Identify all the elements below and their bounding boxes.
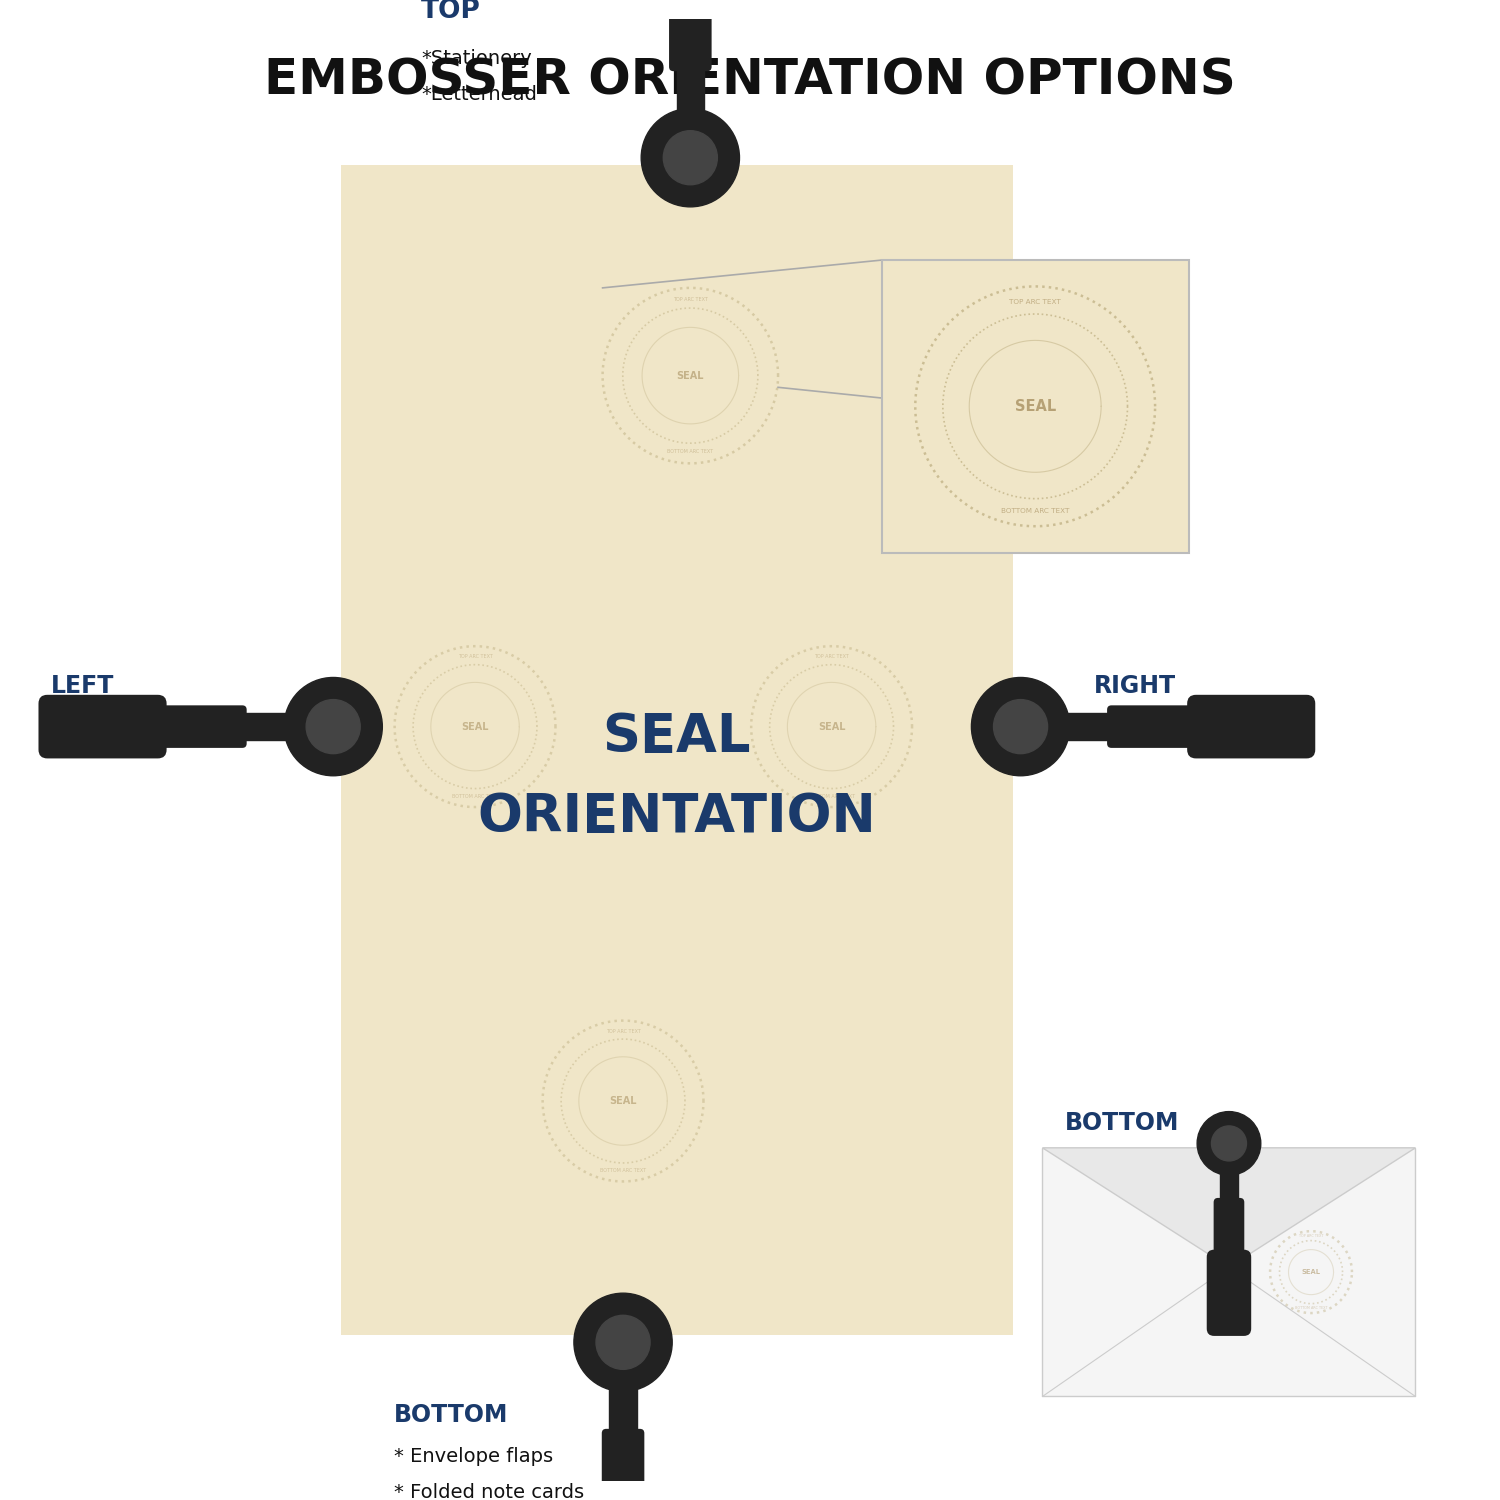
- Text: *Letterhead: *Letterhead: [422, 86, 537, 105]
- Text: SEAL: SEAL: [1014, 399, 1056, 414]
- Text: *Not Common: *Not Common: [51, 724, 189, 744]
- Text: TOP ARC TEXT: TOP ARC TEXT: [815, 654, 849, 658]
- Text: * Book page: * Book page: [1094, 724, 1214, 744]
- Bar: [1050, 712, 1112, 741]
- Bar: [882, 260, 1188, 552]
- Text: RIGHT: RIGHT: [1094, 674, 1176, 698]
- Text: SEAL: SEAL: [462, 722, 489, 732]
- Text: TOP ARC TEXT: TOP ARC TEXT: [1010, 298, 1060, 304]
- Text: BOTTOM ARC TEXT: BOTTOM ARC TEXT: [452, 794, 498, 800]
- Text: TOP ARC TEXT: TOP ARC TEXT: [606, 1029, 640, 1033]
- Text: SEAL: SEAL: [603, 711, 752, 764]
- Circle shape: [972, 678, 1070, 776]
- Text: * Folded note cards: * Folded note cards: [394, 1484, 585, 1500]
- FancyBboxPatch shape: [1206, 1250, 1251, 1336]
- Circle shape: [306, 699, 360, 753]
- FancyBboxPatch shape: [1214, 1198, 1245, 1262]
- Text: BOTTOM: BOTTOM: [1065, 1112, 1179, 1136]
- Text: *Stationery: *Stationery: [422, 50, 532, 68]
- Bar: [609, 1372, 638, 1432]
- Circle shape: [1212, 1126, 1246, 1161]
- Bar: [243, 712, 303, 741]
- FancyBboxPatch shape: [153, 705, 246, 748]
- Text: SEAL: SEAL: [609, 1096, 638, 1106]
- Bar: [676, 68, 703, 128]
- Text: SEAL: SEAL: [676, 370, 703, 381]
- Bar: [1220, 1162, 1238, 1203]
- Text: SEAL: SEAL: [818, 722, 846, 732]
- Text: * Envelope flaps: * Envelope flaps: [394, 1448, 554, 1466]
- FancyBboxPatch shape: [669, 0, 711, 70]
- Circle shape: [596, 1316, 650, 1370]
- FancyBboxPatch shape: [602, 1430, 645, 1500]
- Bar: [1042, 1148, 1416, 1396]
- Text: BOTTOM: BOTTOM: [394, 1404, 508, 1428]
- Text: TOP ARC TEXT: TOP ARC TEXT: [458, 654, 492, 658]
- Polygon shape: [1042, 1148, 1416, 1268]
- Text: ORIENTATION: ORIENTATION: [477, 792, 876, 843]
- Text: LEFT: LEFT: [51, 674, 114, 698]
- Circle shape: [1197, 1112, 1262, 1174]
- Text: TOP ARC TEXT: TOP ARC TEXT: [1299, 1234, 1323, 1239]
- Bar: [340, 165, 1013, 1335]
- FancyBboxPatch shape: [1186, 694, 1316, 759]
- Text: BOTTOM ARC TEXT: BOTTOM ARC TEXT: [1294, 1306, 1328, 1310]
- Circle shape: [993, 699, 1047, 753]
- FancyBboxPatch shape: [1107, 705, 1200, 748]
- Text: TOP ARC TEXT: TOP ARC TEXT: [674, 297, 708, 302]
- Text: BOTTOM ARC TEXT: BOTTOM ARC TEXT: [668, 450, 714, 454]
- FancyBboxPatch shape: [39, 694, 166, 759]
- Circle shape: [640, 108, 740, 207]
- Text: or bottom of page seals: or bottom of page seals: [1065, 1194, 1298, 1214]
- Text: Perfect for envelope flaps: Perfect for envelope flaps: [1065, 1158, 1316, 1176]
- Text: EMBOSSER ORIENTATION OPTIONS: EMBOSSER ORIENTATION OPTIONS: [264, 56, 1236, 104]
- Circle shape: [663, 130, 717, 184]
- Text: BOTTOM ARC TEXT: BOTTOM ARC TEXT: [1000, 507, 1070, 513]
- Text: BOTTOM ARC TEXT: BOTTOM ARC TEXT: [600, 1168, 646, 1173]
- Circle shape: [284, 678, 382, 776]
- Text: SEAL: SEAL: [1302, 1269, 1320, 1275]
- Circle shape: [574, 1293, 672, 1392]
- Text: TOP: TOP: [422, 0, 482, 24]
- Text: BOTTOM ARC TEXT: BOTTOM ARC TEXT: [808, 794, 855, 800]
